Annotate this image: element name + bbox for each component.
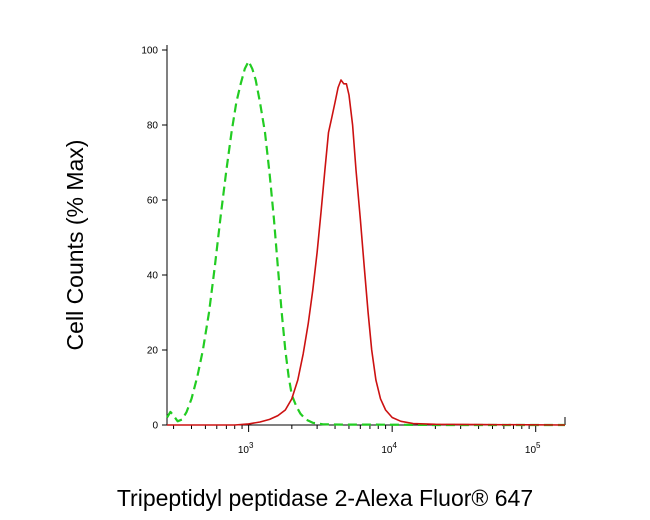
y-tick-label: 0 <box>152 421 158 432</box>
plot-area: 103 104 105 0 20 40 60 80 100 <box>141 45 566 456</box>
x-tick-label: 103 <box>238 441 254 456</box>
y-tick-label: 80 <box>147 121 159 132</box>
series-dashed-green-line <box>166 60 565 427</box>
x-tick-label: 104 <box>381 441 397 456</box>
y-axis-title: Cell Counts (% Max) <box>62 140 88 351</box>
series-solid-red-line <box>167 79 566 426</box>
y-tick-label: 20 <box>147 346 159 357</box>
y-tick-label: 40 <box>147 271 159 282</box>
x-axis-title: Tripeptidyl peptidase 2-Alexa Fluor® 647 <box>117 485 533 511</box>
x-major-ticks: 103 104 105 <box>238 425 541 456</box>
y-tick-label: 60 <box>147 196 159 207</box>
y-tick-label: 100 <box>141 46 158 57</box>
y-ticks: 0 20 40 60 80 100 <box>141 46 167 432</box>
x-tick-label: 105 <box>525 441 541 456</box>
series-layer <box>166 60 566 427</box>
